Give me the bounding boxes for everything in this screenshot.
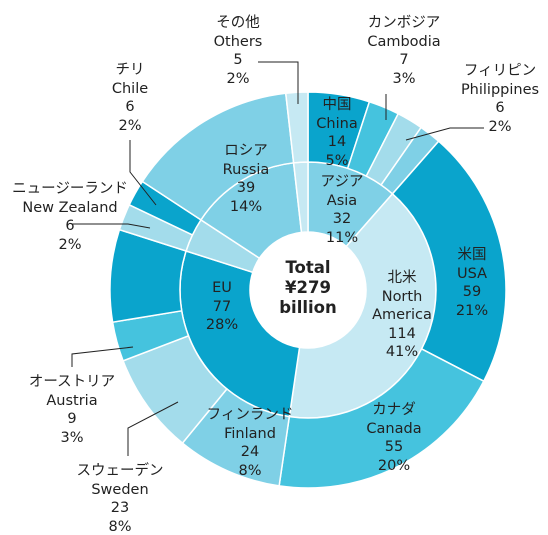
leader-line <box>258 61 299 104</box>
label-en: North America <box>372 288 432 324</box>
label-percent: 8% <box>238 462 262 479</box>
label-en: Russia <box>222 161 270 178</box>
center-label: Total ¥279 billion <box>279 258 337 318</box>
center-line: ¥279 <box>285 278 331 297</box>
label-en: Finland <box>224 425 276 442</box>
label-ja: カンボジア <box>367 15 441 31</box>
label-percent: 8% <box>108 518 132 535</box>
label-value: 55 <box>384 439 404 455</box>
label-value: 9 <box>67 411 77 427</box>
label-value: 6 <box>65 218 75 234</box>
label-ja: ニュージーランド <box>12 181 128 197</box>
label-percent: 14% <box>229 198 263 215</box>
leader-line <box>127 401 179 456</box>
label-value: 24 <box>240 444 260 460</box>
label-percent: 20% <box>377 457 411 474</box>
segment-label: アジア Asia 32 11% <box>321 173 364 247</box>
label-en: USA <box>456 265 488 282</box>
center-line: Total <box>285 258 331 277</box>
label-en: Canada <box>366 420 422 437</box>
label-ja: フィリピン <box>463 63 537 79</box>
label-ja: 中国 <box>322 97 352 113</box>
label-value: 114 <box>388 325 416 342</box>
segment-label: チリ Chile 6 2% <box>112 61 148 135</box>
label-value: 32 <box>332 211 352 227</box>
segment <box>284 91 309 164</box>
label-ja: スウェーデン <box>76 463 164 479</box>
label-ja: アジア <box>320 174 364 190</box>
label-percent: 3% <box>60 429 84 446</box>
label-ja: フィンランド <box>206 407 294 423</box>
label-ja: チリ <box>115 62 145 78</box>
label-en: Austria <box>46 392 98 409</box>
leader-line <box>129 140 157 206</box>
label-value: 6 <box>125 99 135 115</box>
segment-label: 北米 North America 114 41% <box>366 269 438 362</box>
segment-label: オーストリア Austria 9 3% <box>29 373 115 447</box>
label-percent: 2% <box>58 236 82 253</box>
segment-label: その他 Others 5 2% <box>214 14 263 88</box>
segment-label: フィリピン Philippines 6 2% <box>461 62 539 136</box>
label-value: 77 <box>212 298 232 315</box>
label-percent: 3% <box>392 70 416 87</box>
center-line: billion <box>279 298 337 317</box>
label-ja: カナダ <box>372 402 416 418</box>
segment-label: 米国 USA 59 21% <box>456 246 488 320</box>
label-en: Sweden <box>91 481 149 498</box>
segment-label: 中国 China 14 5% <box>316 96 357 170</box>
segment-label: スウェーデン Sweden 23 8% <box>77 462 164 535</box>
label-value: 23 <box>110 500 130 516</box>
segment-label: ニュージーランド New Zealand 6 2% <box>12 180 128 254</box>
label-en: Asia <box>326 192 358 209</box>
segment-label: カナダ Canada 55 20% <box>366 401 421 475</box>
label-value: 59 <box>462 284 482 300</box>
leader-line <box>405 127 484 141</box>
leader-line <box>72 223 151 229</box>
label-value: 7 <box>399 52 409 68</box>
label-en: New Zealand <box>22 199 118 216</box>
segment-label: ロシア Russia 39 14% <box>223 142 270 216</box>
segment-label: EU 77 28% <box>206 279 238 335</box>
label-ja: 米国 <box>457 247 487 263</box>
label-percent: 21% <box>455 302 489 319</box>
label-percent: 5% <box>325 152 349 169</box>
label-value: 5 <box>233 52 243 68</box>
label-percent: 2% <box>488 118 512 135</box>
label-percent: 2% <box>118 117 142 134</box>
label-percent: 11% <box>325 229 359 246</box>
label-en: Others <box>213 33 263 50</box>
label-en: Philippines <box>460 81 540 98</box>
label-percent: 28% <box>205 317 239 333</box>
label-ja: EU <box>212 280 232 296</box>
label-value: 39 <box>236 180 256 196</box>
label-en: Cambodia <box>367 33 441 50</box>
label-en: Chile <box>111 80 149 97</box>
label-ja: 北米 <box>387 270 417 286</box>
label-ja: ロシア <box>224 143 268 159</box>
segment-label: カンボジア Cambodia 7 3% <box>367 14 440 88</box>
label-value: 6 <box>495 100 505 116</box>
segment-label: フィンランド Finland 24 8% <box>207 406 294 480</box>
label-en: China <box>316 115 358 132</box>
label-ja: その他 <box>216 15 260 31</box>
label-percent: 2% <box>226 70 250 87</box>
label-ja: オーストリア <box>28 374 116 390</box>
leader-line <box>71 346 134 367</box>
label-value: 14 <box>327 134 347 150</box>
label-percent: 41% <box>385 344 419 360</box>
